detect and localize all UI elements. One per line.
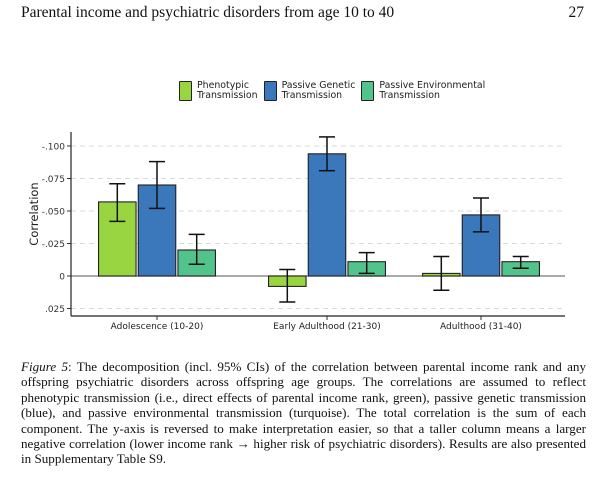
legend-item-passive-genetic: Passive Genetic Transmission bbox=[263, 81, 356, 101]
legend-label-passive-environmental: Passive Environmental Transmission bbox=[379, 81, 485, 101]
legend-label-line2: Transmission bbox=[197, 90, 258, 101]
legend-label-line2: Transmission bbox=[281, 90, 343, 101]
figure-label: Figure 5 bbox=[21, 359, 69, 374]
running-header-title: Parental income and psychiatric disorder… bbox=[21, 4, 395, 21]
bar-chart: -.100 -.075 -.050 -.025 0 .025 Adolescence (10… bbox=[27, 132, 565, 332]
legend-label-line1: Passive Genetic bbox=[281, 80, 356, 91]
x-tick-label: Early Adulthood (21-30) bbox=[273, 322, 381, 332]
legend-item-passive-environmental: Passive Environmental Transmission bbox=[361, 81, 485, 101]
legend-swatch-phenotypic bbox=[179, 81, 192, 101]
axes: -.100 -.075 -.050 -.025 0 .025 Adolescence (10… bbox=[42, 132, 565, 332]
bars bbox=[98, 136, 541, 303]
bar bbox=[307, 153, 347, 277]
bar bbox=[98, 201, 137, 277]
figure-caption: Figure 5: The decomposition (incl. 95% C… bbox=[21, 359, 586, 467]
legend-swatch-passive-environmental bbox=[361, 81, 375, 101]
chart-legend: Phenotypic Transmission Passive Genetic … bbox=[179, 81, 491, 101]
y-axis-label: Correlation bbox=[27, 182, 41, 245]
legend-label-line1: Passive Environmental bbox=[379, 80, 486, 91]
y-tick-label: -.025 bbox=[42, 240, 65, 250]
legend-label-phenotypic: Phenotypic Transmission bbox=[197, 81, 258, 101]
caption-text: : The decomposition (incl. 95% CIs) of t… bbox=[21, 359, 586, 467]
y-tick-label: 0 bbox=[59, 273, 65, 283]
legend-item-phenotypic: Phenotypic Transmission bbox=[179, 81, 258, 101]
legend-label-line2: Transmission bbox=[379, 90, 440, 101]
legend-label-line1: Phenotypic bbox=[197, 80, 249, 91]
page-number: 27 bbox=[568, 4, 585, 21]
x-tick-label: Adulthood (31-40) bbox=[440, 322, 522, 332]
y-tick-label: -.075 bbox=[42, 175, 65, 185]
legend-swatch-passive-genetic bbox=[263, 81, 277, 101]
y-tick-label: .025 bbox=[45, 305, 65, 315]
legend-label-passive-genetic: Passive Genetic Transmission bbox=[282, 81, 356, 101]
y-tick-label: -.050 bbox=[42, 208, 66, 218]
x-tick-label: Adolescence (10-20) bbox=[111, 322, 204, 332]
y-tick-label: -.100 bbox=[42, 143, 66, 153]
